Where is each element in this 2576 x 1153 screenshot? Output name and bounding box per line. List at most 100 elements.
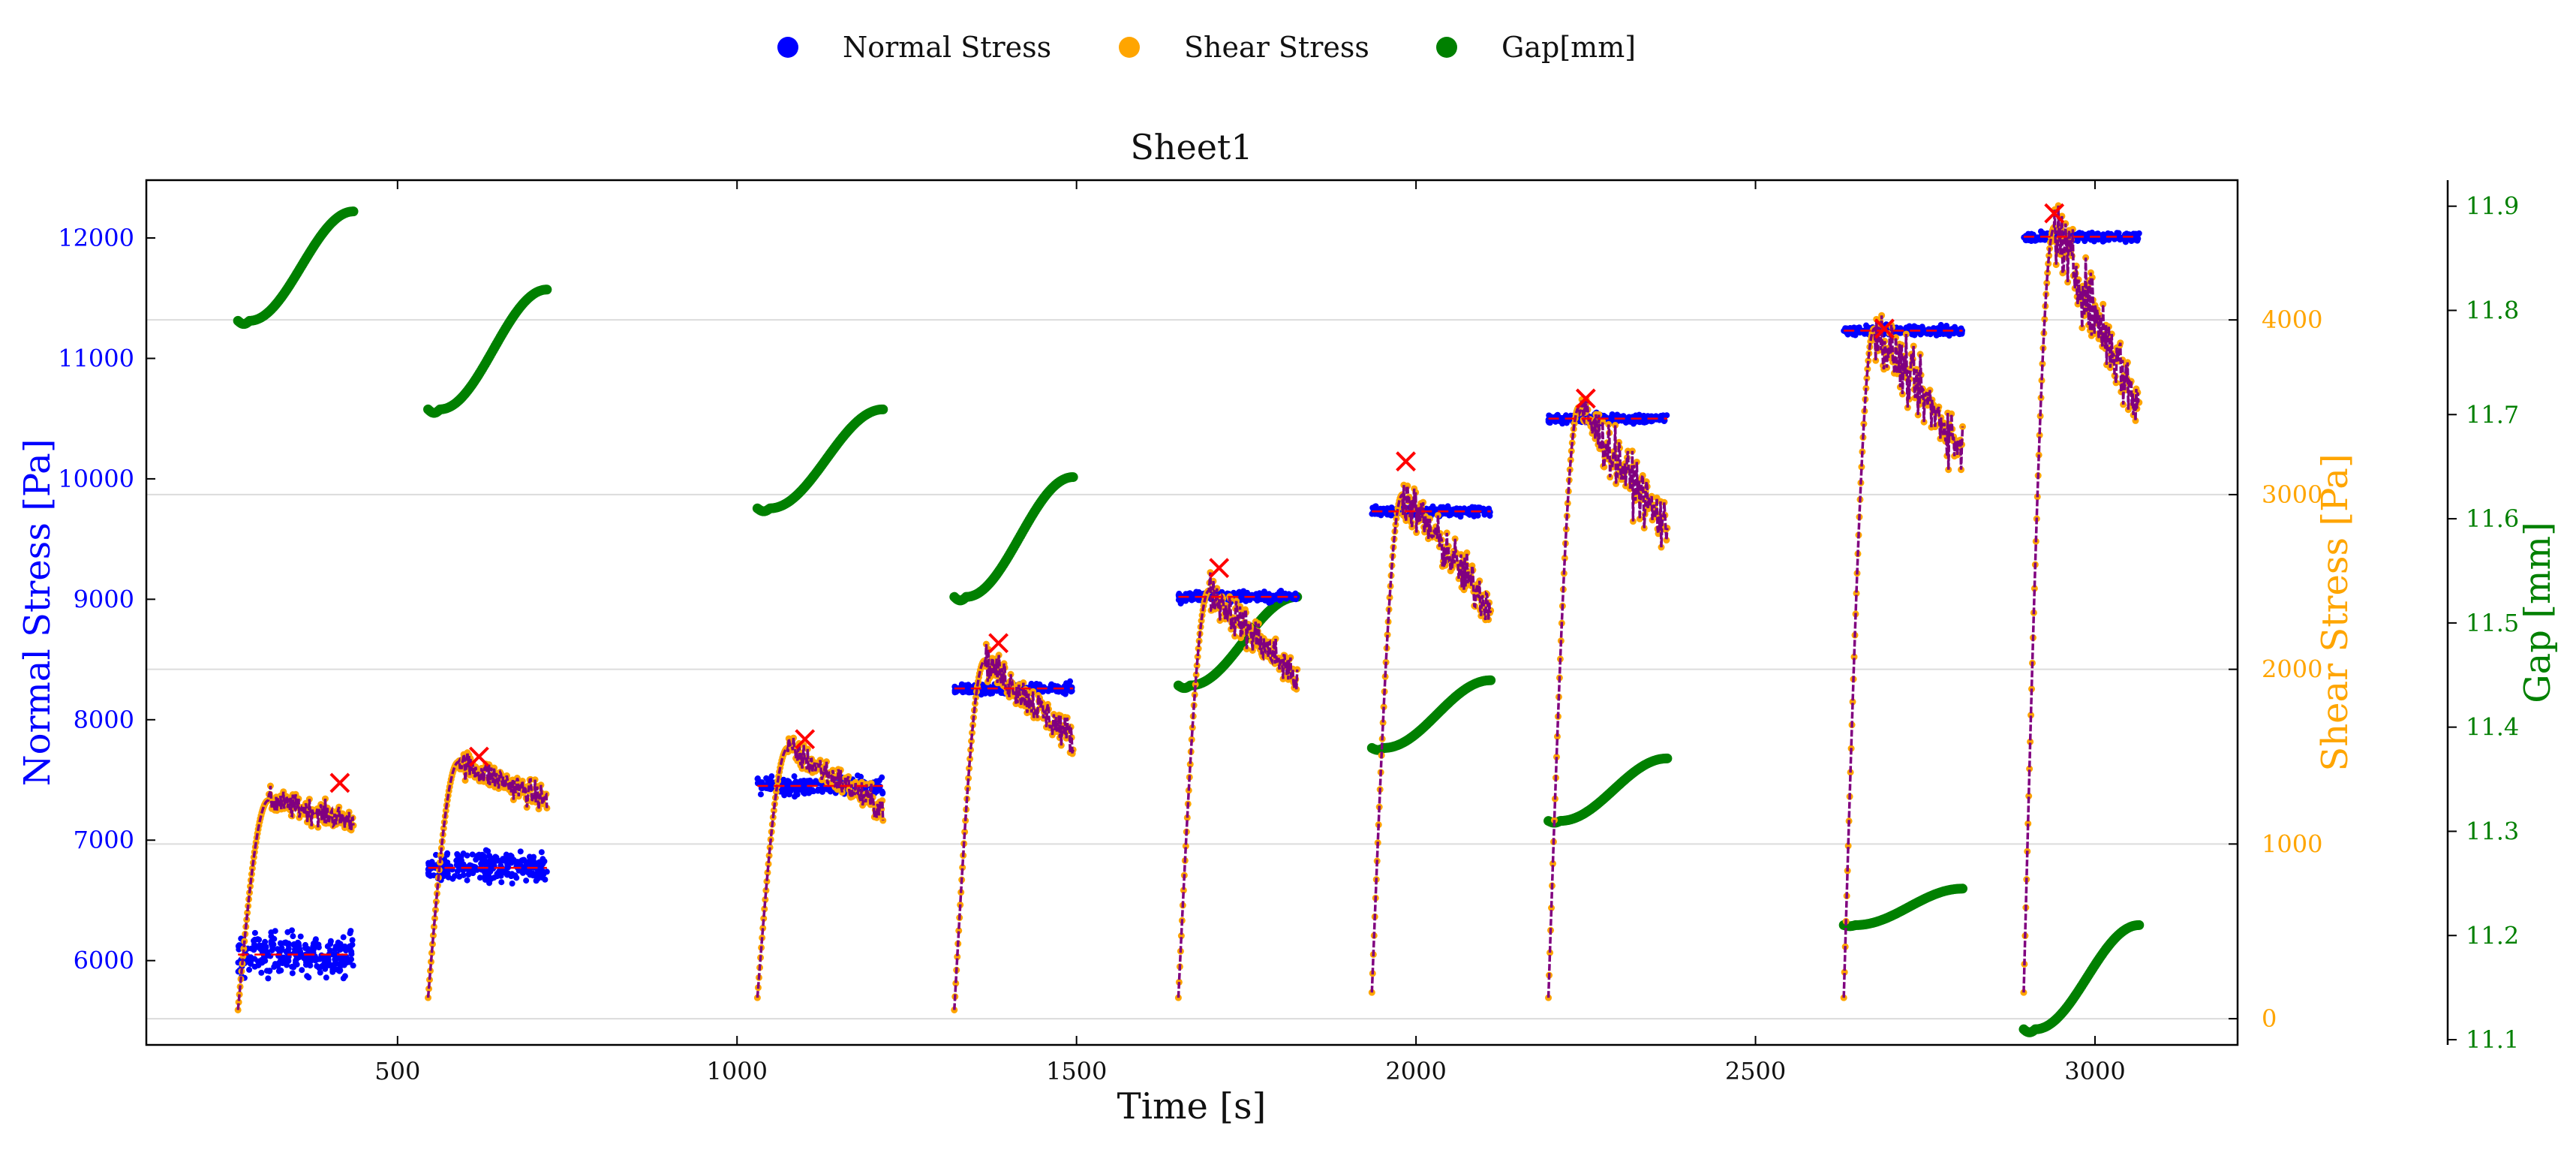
normal-stress-point	[2100, 236, 2106, 242]
normal-stress-point	[476, 875, 483, 881]
shear-stress-point	[244, 909, 251, 917]
normal-stress-point	[335, 939, 341, 946]
gap-point	[348, 206, 359, 217]
x-tick-label: 1000	[707, 1057, 768, 1085]
shear-stress-point	[437, 851, 444, 859]
normal-stress-point	[278, 947, 284, 954]
normal-stress-point	[1387, 512, 1394, 519]
normal-stress-point	[289, 927, 296, 934]
normal-stress-point	[305, 945, 311, 952]
normal-stress-point	[1429, 503, 1436, 510]
normal-stress-point	[804, 778, 810, 784]
normal-stress-point	[1198, 591, 1204, 598]
normal-stress-point	[509, 880, 516, 887]
normal-stress-point	[1658, 413, 1665, 420]
shear-stress-point	[1192, 681, 1199, 688]
normal-stress-tick-label: 8000	[74, 706, 134, 734]
peak-marker	[1209, 558, 1230, 579]
normal-stress-point	[481, 854, 488, 861]
normal-stress-point	[1063, 682, 1070, 689]
normal-stress-point	[433, 851, 440, 858]
shear-stress-point	[428, 941, 436, 948]
normal-stress-point	[1609, 411, 1616, 418]
normal-stress-point	[262, 949, 269, 956]
shear-stress-point	[764, 869, 771, 876]
shear-stress-point	[1434, 511, 1441, 519]
normal-stress-point	[290, 933, 296, 940]
normal-stress-point	[535, 872, 542, 879]
normal-stress-point	[340, 934, 347, 941]
shear-stress-line	[236, 785, 355, 1010]
shear-stress-point	[972, 694, 979, 701]
normal-stress-point	[539, 867, 546, 874]
gap-axis-ticks: 11.111.211.311.411.511.611.711.811.9	[2448, 192, 2519, 1054]
gap-tick-label: 11.4	[2466, 713, 2519, 742]
peak-marker	[988, 633, 1009, 654]
shear-stress-point	[759, 924, 767, 932]
normal-stress-point	[314, 963, 320, 970]
shear-stress-point	[954, 953, 961, 961]
legend: Normal Stress Shear Stress Gap[mm]	[777, 31, 1636, 64]
normal-stress-point	[460, 872, 467, 878]
shear-stress-point	[761, 905, 768, 913]
normal-stress-point	[486, 853, 493, 859]
normal-stress-point	[2131, 233, 2138, 240]
normal-stress-point	[1457, 513, 1464, 520]
shear-stress-point	[770, 807, 777, 814]
normal-stress-point	[1447, 506, 1453, 513]
shear-stress-point	[966, 765, 973, 772]
normal-stress-point	[454, 868, 461, 875]
normal-stress-point	[754, 775, 761, 782]
normal-stress-point	[259, 959, 266, 966]
shear-stress-point	[431, 906, 439, 914]
normal-stress-point	[469, 851, 476, 858]
shear-stress-point	[955, 927, 963, 935]
normal-stress-point	[1058, 688, 1065, 694]
legend-label-gap: Gap[mm]	[1501, 31, 1636, 64]
normal-stress-point	[302, 962, 309, 968]
normal-stress-point	[246, 959, 253, 966]
shear-stress-point	[429, 932, 437, 939]
gap-point	[1958, 884, 1968, 894]
normal-stress-point	[2076, 230, 2083, 236]
normal-stress-point	[502, 857, 509, 864]
shear-stress-point	[440, 824, 447, 832]
gap-point	[878, 404, 888, 414]
normal-stress-point	[1559, 415, 1566, 422]
normal-stress-point	[425, 859, 432, 866]
normal-stress-point	[293, 944, 300, 950]
normal-stress-point	[512, 858, 519, 865]
normal-stress-point	[757, 779, 764, 786]
normal-stress-point	[1559, 420, 1566, 427]
shear-stress-point	[772, 788, 780, 796]
normal-stress-point	[1607, 416, 1614, 423]
normal-stress-point	[794, 785, 801, 792]
plot-frame	[145, 179, 2239, 1046]
shear-stress-point	[1182, 842, 1189, 850]
normal-stress-point	[854, 772, 861, 779]
normal-stress-point	[278, 967, 284, 974]
normal-stress-point	[1051, 682, 1058, 689]
shear-stress-tick-label: 0	[2262, 1004, 2277, 1033]
normal-stress-point	[538, 849, 545, 856]
normal-stress-point	[464, 877, 470, 884]
normal-stress-point	[965, 685, 972, 691]
shear-stress-point	[240, 945, 248, 953]
shear-stress-point	[519, 777, 526, 784]
normal-stress-point	[1937, 330, 1943, 337]
legend-label-normal-stress: Normal Stress	[843, 31, 1051, 64]
normal-stress-point	[494, 873, 500, 880]
shear-stress-point	[430, 923, 437, 931]
normal-stress-point	[498, 879, 505, 886]
shear-stress-point	[763, 878, 771, 885]
legend-label-shear-stress: Shear Stress	[1184, 31, 1369, 64]
gap-tick-label: 11.7	[2466, 400, 2519, 429]
shear-stress-point	[968, 737, 975, 745]
shear-stress-point	[1379, 719, 1387, 727]
normal-stress-point	[460, 850, 467, 857]
normal-stress-point	[332, 946, 338, 953]
normal-stress-tick-label: 10000	[58, 465, 134, 493]
normal-stress-point	[246, 966, 253, 973]
normal-stress-point	[324, 943, 331, 950]
